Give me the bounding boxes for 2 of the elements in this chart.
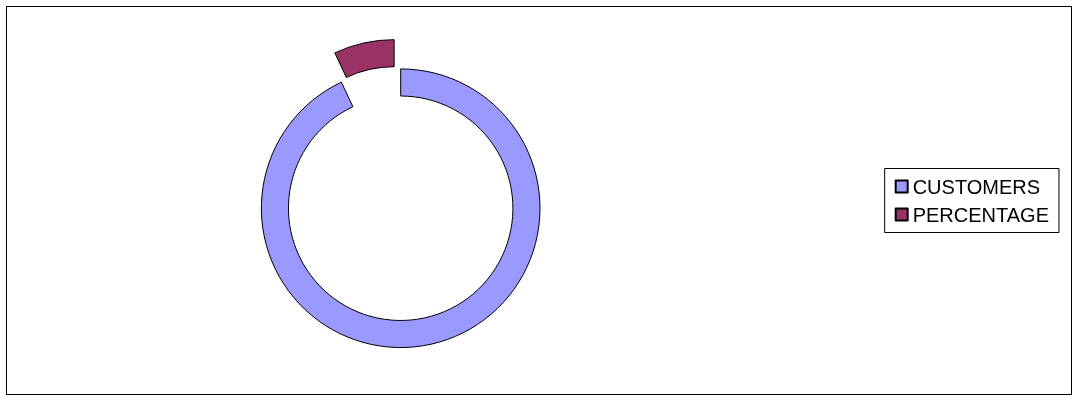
- legend-label: PERCENTAGE: [912, 203, 1050, 226]
- legend-label: CUSTOMERS: [912, 175, 1041, 198]
